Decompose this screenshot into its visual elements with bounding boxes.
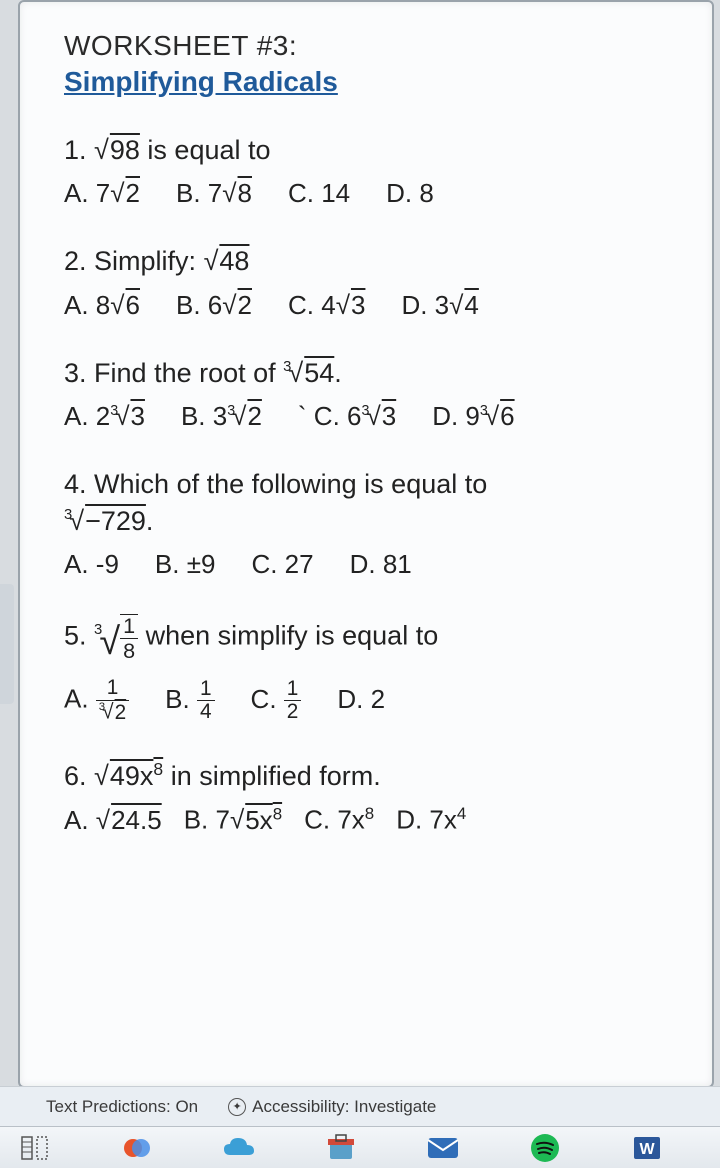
q6-post: in simplified form.	[163, 761, 381, 791]
question-6: 6. √49x8 in simplified form. A. √24.5 B.…	[64, 758, 678, 836]
sqrt-icon: √	[94, 135, 109, 165]
q1-post: is equal to	[140, 135, 271, 165]
q4-radicand: −729	[84, 506, 146, 536]
question-2: 2. Simplify: √48 A. 8√6 B. 6√2 C. 4√3 D.…	[64, 243, 678, 320]
mail-icon[interactable]	[426, 1131, 460, 1165]
q2-radicand: 48	[218, 246, 249, 276]
q6-opt-c: C. 7x8	[304, 804, 374, 836]
q1-opt-c: C. 14	[288, 178, 350, 209]
q3-opt-d: D. 93√6	[432, 401, 514, 432]
q5-opt-c: C. 12	[251, 679, 302, 724]
q2-opt-a: A. 8√6	[64, 290, 140, 321]
taskbar: W	[0, 1126, 720, 1168]
accessibility-status[interactable]: ✦ Accessibility: Investigate	[228, 1097, 436, 1117]
svg-text:W: W	[639, 1141, 655, 1158]
q3-num: 3.	[64, 358, 87, 388]
sqrt-icon: √	[69, 506, 84, 536]
q1-opt-d: D. 8	[386, 178, 434, 209]
q4-stem: Which of the following is equal to	[94, 469, 487, 499]
worksheet-label: WORKSHEET #3:	[64, 30, 678, 62]
sqrt-icon: √	[94, 761, 109, 791]
status-bar: Text Predictions: On ✦ Accessibility: In…	[0, 1086, 720, 1126]
q6-opt-d: D. 7x4	[396, 804, 466, 836]
q6-opt-a: A. √24.5	[64, 805, 162, 836]
left-edge-tab	[0, 584, 14, 704]
q1-radicand: 98	[109, 135, 140, 165]
q1-opt-a: A. 7√2	[64, 178, 140, 209]
accessibility-icon: ✦	[228, 1098, 246, 1116]
worksheet-subtitle: Simplifying Radicals	[64, 66, 678, 98]
q5-opt-d: D. 2	[337, 684, 385, 715]
q4-opt-c: C. 27	[251, 549, 313, 580]
q5-frac: 18	[120, 614, 138, 661]
q5-post: when simplify is equal to	[138, 621, 438, 651]
q3-opt-c: ` C. 63√3	[298, 401, 396, 432]
q5-num: 5.	[64, 621, 87, 651]
q3-opt-b: B. 33√2	[181, 401, 262, 432]
q3-radicand: 54	[303, 358, 334, 388]
focus-view-icon[interactable]	[18, 1131, 52, 1165]
spotify-icon[interactable]	[528, 1131, 562, 1165]
q4-opt-a: A. -9	[64, 549, 119, 580]
q2-opt-b: B. 6√2	[176, 290, 252, 321]
q2-pre: Simplify:	[94, 246, 204, 276]
worksheet-page: WORKSHEET #3: Simplifying Radicals 1. √9…	[18, 0, 714, 1088]
q1-num: 1.	[64, 135, 87, 165]
sqrt-icon: √	[99, 621, 120, 663]
q6-opt-b: B. 7√5x8	[184, 804, 282, 836]
word-icon[interactable]: W	[630, 1131, 664, 1165]
text-predictions-status[interactable]: Text Predictions: On	[46, 1097, 198, 1117]
question-1: 1. √98 is equal to A. 7√2 B. 7√8 C. 14 D…	[64, 132, 678, 209]
question-5: 5. 3√18 when simplify is equal to A. 13√…	[64, 614, 678, 723]
q2-opt-c: C. 4√3	[288, 290, 365, 321]
q5-opt-b: B. 14	[165, 679, 214, 724]
q3-opt-a: A. 23√3	[64, 401, 145, 432]
q3-pre: Find the root of	[94, 358, 283, 388]
sqrt-icon: √	[288, 358, 303, 388]
q2-opt-d: D. 3√4	[401, 290, 478, 321]
copilot-icon[interactable]	[120, 1131, 154, 1165]
q6-num: 6.	[64, 761, 87, 791]
q2-num: 2.	[64, 246, 87, 276]
question-4: 4. Which of the following is equal to 3√…	[64, 466, 678, 580]
cloud-icon[interactable]	[222, 1131, 256, 1165]
q5-opt-a: A. 13√2	[64, 678, 129, 723]
question-3: 3. Find the root of 3√54. A. 23√3 B. 33√…	[64, 355, 678, 432]
q4-num: 4.	[64, 469, 87, 499]
sqrt-icon: √	[204, 246, 219, 276]
q6-radicand: 49x8	[109, 761, 163, 791]
q4-opt-d: D. 81	[350, 549, 412, 580]
q1-opt-b: B. 7√8	[176, 178, 252, 209]
q4-opt-b: B. ±9	[155, 549, 216, 580]
store-icon[interactable]	[324, 1131, 358, 1165]
